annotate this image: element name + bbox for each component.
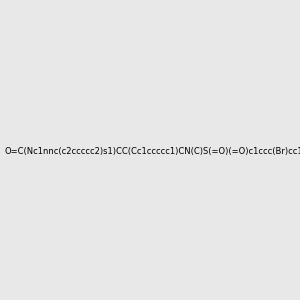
Text: O=C(Nc1nnc(c2ccccc2)s1)CC(Cc1ccccc1)CN(C)S(=O)(=O)c1ccc(Br)cc1: O=C(Nc1nnc(c2ccccc2)s1)CC(Cc1ccccc1)CN(C… bbox=[4, 147, 300, 156]
